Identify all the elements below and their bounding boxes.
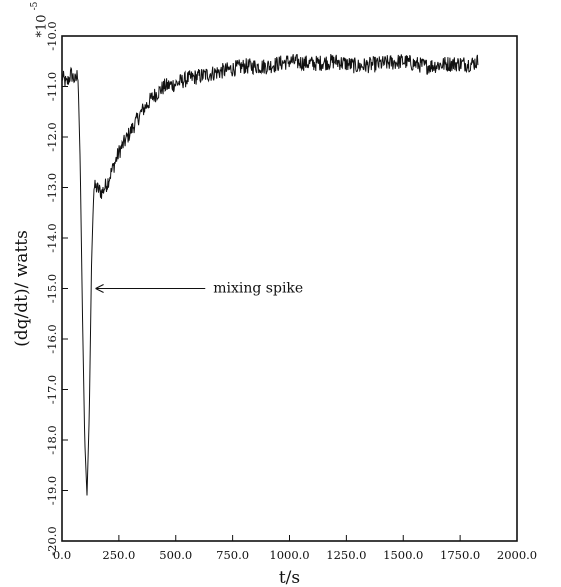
y-multiplier-base: *10	[35, 14, 50, 37]
y-tick-label: -18.0	[45, 425, 59, 455]
y-tick-label: -11.0	[45, 72, 59, 102]
y-axis-title: (dq/dt)/ watts	[12, 230, 32, 347]
annotation-arrow-head	[95, 284, 104, 293]
x-tick-label: 750.0	[216, 548, 249, 562]
y-tick-label: -17.0	[45, 375, 59, 405]
y-axis-multiplier: *10 -5	[30, 1, 50, 37]
x-axis-title: t/s	[279, 568, 300, 587]
x-tick-label: 1000.0	[269, 548, 309, 562]
x-tick-label: 250.0	[102, 548, 135, 562]
y-tick-label: -14.0	[45, 223, 59, 253]
annotation-mixing-spike: mixing spike	[213, 281, 303, 297]
x-tick-label: 1750.0	[440, 548, 480, 562]
y-axis-ticks: -10.0 -11.0 -12.0 -13.0 -14.0 -15.0 -16.0 -17.0…	[45, 21, 68, 556]
annotations: mixing spike	[95, 281, 303, 297]
x-tick-label: 1250.0	[326, 548, 366, 562]
y-tick-label: -20.0	[45, 526, 59, 556]
x-tick-label: 2000.0	[497, 548, 537, 562]
x-tick-label: 500.0	[159, 548, 192, 562]
y-tick-label: -19.0	[45, 476, 59, 506]
y-multiplier-exponent: -5	[30, 1, 40, 10]
y-tick-label: -16.0	[45, 324, 59, 354]
y-tick-label: -15.0	[45, 274, 59, 304]
series-line-heat-flow	[61, 53, 479, 496]
y-tick-label: -13.0	[45, 173, 59, 203]
x-axis-ticks: 0.0 250.0 500.0 750.0 1000.0 1250.0 1500.0 1750…	[53, 535, 537, 562]
y-tick-label: -12.0	[45, 122, 59, 152]
x-tick-label: 0.0	[53, 548, 71, 562]
x-tick-label: 1500.0	[383, 548, 423, 562]
y-tick-label: -10.0	[45, 21, 59, 51]
